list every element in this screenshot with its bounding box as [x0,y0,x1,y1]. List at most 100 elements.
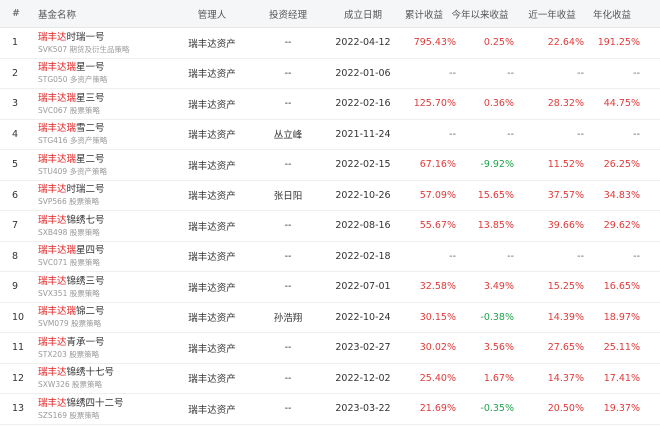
cumulative-return-cell: 30.02% [419,342,456,354]
fund-name-link[interactable]: 瑞丰达锦绣七号 [38,214,188,227]
table-row[interactable]: 12 瑞丰达锦绣十七号 SXW326 股票策略 瑞丰达资产 -- 2022-12-02 25… [0,364,660,394]
fund-name-cell[interactable]: 瑞丰达锦绣三号 SVX351 股票策略 [38,272,188,302]
table-row[interactable]: 2 瑞丰达瑞星一号 STG050 多资产策略 瑞丰达资产 -- 2022-01-06 -- -… [0,59,660,89]
manager-cell[interactable]: 瑞丰达资产 [188,221,236,233]
fund-name-rest: 锦绣四十二号 [66,397,124,409]
table-row[interactable]: 9 瑞丰达锦绣三号 SVX351 股票策略 瑞丰达资产 -- 2022-07-01 32.5… [0,272,660,303]
manager-cell[interactable]: 瑞丰达资产 [188,404,236,416]
fund-name-link[interactable]: 瑞丰达锦绣十七号 [38,366,188,379]
table-row[interactable]: 1 瑞丰达时瑞一号 SVK507 期货及衍生品策略 瑞丰达资产 -- 2022-04-12… [0,28,660,59]
manager-cell[interactable]: 瑞丰达资产 [188,160,236,172]
manager-cell[interactable]: 瑞丰达资产 [188,282,236,294]
one-year-return-cell: 37.57% [547,189,584,201]
cumulative-return-cell: 32.58% [419,281,456,293]
fund-name-link[interactable]: 瑞丰达瑞星一号 [38,61,188,74]
manager-cell[interactable]: 瑞丰达资产 [188,313,236,325]
fund-name-link[interactable]: 瑞丰达锦绣三号 [38,275,188,288]
fund-name-link[interactable]: 瑞丰达瑞雪二号 [38,122,188,135]
cumulative-return-cell: 55.67% [419,220,456,232]
fund-name-link[interactable]: 瑞丰达时瑞一号 [38,31,188,44]
row-index: 3 [12,98,19,110]
manager-cell[interactable]: 瑞丰达资产 [188,69,236,81]
header-annualized-return[interactable]: 年化收益 [592,9,631,21]
portfolio-manager-cell[interactable]: -- [284,98,292,110]
fund-name-highlight: 瑞丰达 [38,31,67,43]
header-cumulative-return[interactable]: 累计收益 [404,9,443,21]
fund-name-cell[interactable]: 瑞丰达瑞锦二号 SVM079 股票策略 [38,303,188,333]
header-fund-name[interactable]: 基金名称 [38,9,77,21]
fund-name-link[interactable]: 瑞丰达锦绣四十二号 [38,397,188,410]
portfolio-manager-cell[interactable]: -- [284,372,292,384]
one-year-return-cell: 14.39% [547,311,584,323]
portfolio-manager-cell[interactable]: -- [284,37,292,49]
row-index: 2 [12,67,19,79]
header-inception-date[interactable]: 成立日期 [343,9,382,21]
fund-name-cell[interactable]: 瑞丰达瑞星一号 STG050 多资产策略 [38,59,188,89]
portfolio-manager-cell[interactable]: 张日阳 [273,191,303,203]
fund-name-cell[interactable]: 瑞丰达瑞星二号 STU409 多资产策略 [38,150,188,180]
header-ytd-return[interactable]: 今年以来收益 [451,9,509,21]
fund-code: SVP566 [38,197,67,207]
manager-cell[interactable]: 瑞丰达资产 [188,130,236,142]
fund-name-link[interactable]: 瑞丰达瑞星二号 [38,153,188,166]
manager-cell[interactable]: 瑞丰达资产 [188,191,236,203]
table-row[interactable]: 4 瑞丰达瑞雪二号 STG416 多资产策略 瑞丰达资产 丛立峰 2021-11-24 --… [0,120,660,150]
header-portfolio-manager[interactable]: 投资经理 [268,9,307,21]
table-row[interactable]: 13 瑞丰达锦绣四十二号 SZS169 股票策略 瑞丰达资产 -- 2023-03-22 2… [0,394,660,425]
fund-name-cell[interactable]: 瑞丰达锦绣七号 SXB498 股票策略 [38,211,188,241]
manager-cell[interactable]: 瑞丰达资产 [188,252,236,264]
one-year-return-cell: -- [577,250,584,262]
manager-cell[interactable]: 瑞丰达资产 [188,99,236,111]
table-row[interactable]: 3 瑞丰达瑞星三号 SVC067 股票策略 瑞丰达资产 -- 2022-02-16 125.… [0,89,660,120]
inception-date-cell: 2023-02-27 [335,342,391,354]
manager-cell[interactable]: 瑞丰达资产 [188,374,236,386]
fund-name-rest: 雪二号 [76,123,105,135]
table-row[interactable]: 5 瑞丰达瑞星二号 STU409 多资产策略 瑞丰达资产 -- 2022-02-15 67.… [0,150,660,181]
annualized-return-cell: 17.41% [603,372,640,384]
manager-cell[interactable]: 瑞丰达资产 [188,38,236,50]
portfolio-manager-cell[interactable]: -- [284,403,292,415]
table-row[interactable]: 11 瑞丰达青承一号 STX203 股票策略 瑞丰达资产 -- 2023-02-27 30.… [0,333,660,364]
portfolio-manager-cell[interactable]: 孙浩翔 [273,313,303,325]
table-row[interactable]: 8 瑞丰达瑞星四号 SVC071 股票策略 瑞丰达资产 -- 2022-02-18 -- --… [0,242,660,272]
fund-name-link[interactable]: 瑞丰达瑞锦二号 [38,305,188,318]
ytd-return-cell: 0.25% [483,37,514,49]
portfolio-manager-cell[interactable]: -- [284,250,292,262]
portfolio-manager-cell[interactable]: 丛立峰 [273,130,303,142]
inception-date-cell: 2022-10-26 [335,189,391,201]
one-year-return-cell: 15.25% [547,281,584,293]
inception-date-cell: 2022-02-18 [335,250,391,262]
row-index: 9 [12,281,19,293]
table-row[interactable]: 6 瑞丰达时瑞二号 SVP566 股票策略 瑞丰达资产 张日阳 2022-10-26 57.… [0,181,660,211]
fund-name-link[interactable]: 瑞丰达瑞星四号 [38,244,188,257]
fund-strategy: 多资产策略 [69,75,108,85]
fund-name-cell[interactable]: 瑞丰达青承一号 STX203 股票策略 [38,333,188,363]
portfolio-manager-cell[interactable]: -- [284,281,292,293]
portfolio-manager-cell[interactable]: -- [284,67,292,79]
fund-name-link[interactable]: 瑞丰达瑞星三号 [38,92,188,105]
row-index: 8 [12,250,19,262]
table-row[interactable]: 10 瑞丰达瑞锦二号 SVM079 股票策略 瑞丰达资产 孙浩翔 2022-10-24 30… [0,303,660,333]
fund-name-cell[interactable]: 瑞丰达瑞雪二号 STG416 多资产策略 [38,120,188,150]
fund-name-cell[interactable]: 瑞丰达瑞星三号 SVC067 股票策略 [38,89,188,119]
manager-cell[interactable]: 瑞丰达资产 [188,343,236,355]
fund-name-cell[interactable]: 瑞丰达时瑞一号 SVK507 期货及衍生品策略 [38,28,188,58]
portfolio-manager-cell[interactable]: -- [284,220,292,232]
fund-name-link[interactable]: 瑞丰达时瑞二号 [38,183,188,196]
fund-name-link[interactable]: 瑞丰达青承一号 [38,336,188,349]
inception-date-cell: 2022-12-02 [335,372,391,384]
fund-name-cell[interactable]: 瑞丰达锦绣十七号 SXW326 股票策略 [38,364,188,394]
portfolio-manager-cell[interactable]: -- [284,159,292,171]
cumulative-return-cell: 25.40% [419,372,456,384]
ytd-return-cell: -- [507,67,514,79]
one-year-return-cell: -- [577,128,584,140]
fund-name-cell[interactable]: 瑞丰达瑞星四号 SVC071 股票策略 [38,242,188,272]
fund-name-cell[interactable]: 瑞丰达锦绣四十二号 SZS169 股票策略 [38,394,188,424]
table-row[interactable]: 7 瑞丰达锦绣七号 SXB498 股票策略 瑞丰达资产 -- 2022-08-16 55.6… [0,211,660,242]
cumulative-return-cell: 30.15% [419,311,456,323]
inception-date-cell: 2022-02-15 [335,159,391,171]
header-one-year-return[interactable]: 近一年收益 [528,9,576,21]
header-manager[interactable]: 管理人 [197,9,227,21]
fund-name-cell[interactable]: 瑞丰达时瑞二号 SVP566 股票策略 [38,181,188,211]
portfolio-manager-cell[interactable]: -- [284,342,292,354]
